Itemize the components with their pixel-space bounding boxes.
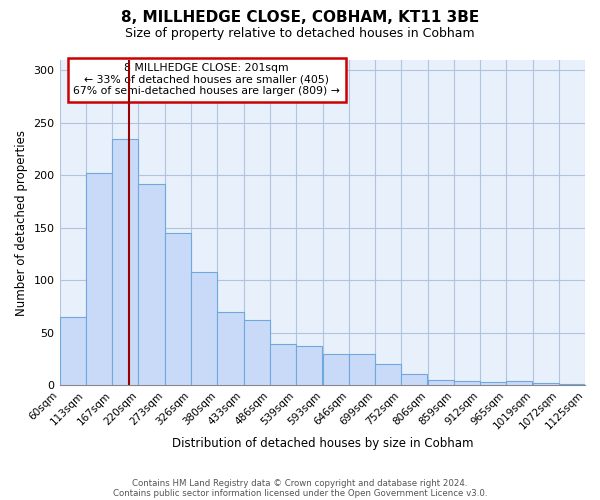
Bar — [86, 173, 112, 385]
Bar — [428, 380, 454, 385]
Text: Contains HM Land Registry data © Crown copyright and database right 2024.: Contains HM Land Registry data © Crown c… — [132, 478, 468, 488]
Text: 8, MILLHEDGE CLOSE, COBHAM, KT11 3BE: 8, MILLHEDGE CLOSE, COBHAM, KT11 3BE — [121, 10, 479, 25]
X-axis label: Distribution of detached houses by size in Cobham: Distribution of detached houses by size … — [172, 437, 473, 450]
Bar — [270, 344, 296, 385]
Text: Contains public sector information licensed under the Open Government Licence v3: Contains public sector information licen… — [113, 488, 487, 498]
Bar — [349, 354, 375, 385]
Bar — [323, 354, 349, 385]
Bar — [139, 184, 164, 385]
Bar — [59, 317, 86, 385]
Bar — [401, 374, 427, 385]
Bar — [506, 381, 532, 385]
Bar — [375, 364, 401, 385]
Bar — [217, 312, 244, 385]
Bar — [480, 382, 506, 385]
Text: 8 MILLHEDGE CLOSE: 201sqm
← 33% of detached houses are smaller (405)
67% of semi: 8 MILLHEDGE CLOSE: 201sqm ← 33% of detac… — [73, 64, 340, 96]
Bar — [454, 381, 480, 385]
Bar — [164, 233, 191, 385]
Text: Size of property relative to detached houses in Cobham: Size of property relative to detached ho… — [125, 28, 475, 40]
Bar — [296, 346, 322, 385]
Bar — [191, 272, 217, 385]
Bar — [559, 384, 585, 385]
Bar — [112, 138, 139, 385]
Bar — [244, 320, 270, 385]
Bar — [533, 383, 559, 385]
Y-axis label: Number of detached properties: Number of detached properties — [15, 130, 28, 316]
